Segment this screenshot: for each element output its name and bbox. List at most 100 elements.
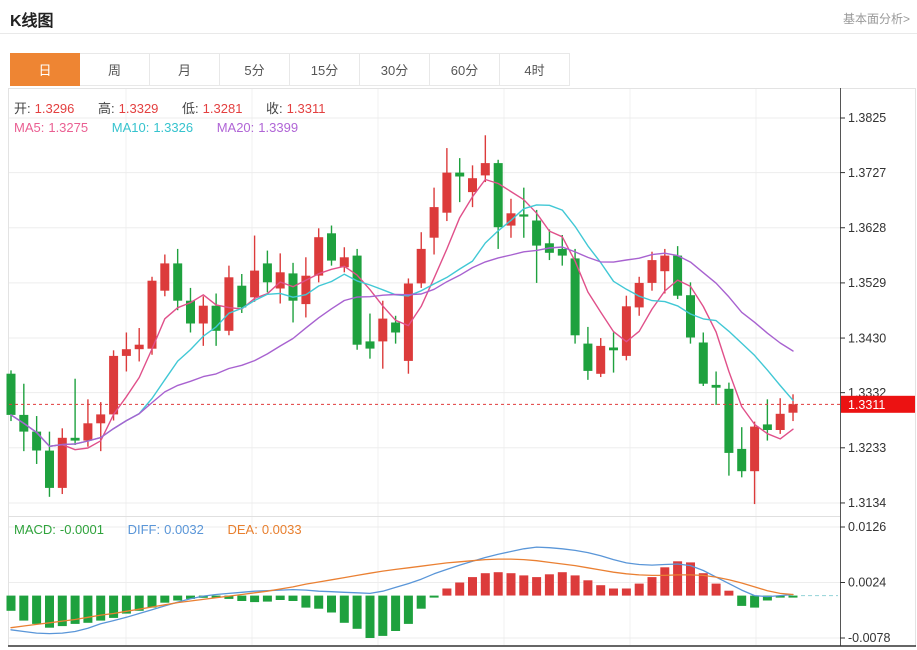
ma-lines	[10, 178, 794, 451]
macd-bar	[519, 575, 529, 596]
candle	[519, 214, 529, 217]
dea-label: DEA:	[227, 522, 258, 537]
candle	[173, 263, 183, 301]
candle	[442, 172, 452, 213]
ma20-label: MA20:	[216, 120, 255, 135]
candle	[480, 163, 490, 176]
low-label: 低:	[182, 101, 199, 116]
dea-value: 0.0033	[261, 522, 302, 537]
chart-frame	[8, 88, 916, 647]
macd-bar	[365, 595, 375, 638]
grid-lines	[9, 89, 840, 645]
axis-tick-label: 1.3628	[848, 221, 886, 235]
macd-bar	[647, 577, 657, 596]
macd-bar	[737, 595, 747, 606]
candle	[750, 426, 760, 472]
macd-bar	[775, 595, 785, 598]
candle	[45, 450, 54, 488]
close-value: 1.3311	[286, 101, 326, 116]
candle	[160, 263, 170, 291]
macd-bar	[275, 595, 285, 600]
macd-bar	[570, 575, 580, 596]
macd-bar	[480, 573, 490, 596]
macd-bar	[762, 595, 772, 601]
macd-bar	[660, 567, 670, 596]
macd-bar	[83, 595, 93, 623]
candle	[416, 248, 426, 284]
tab-4时[interactable]: 4时	[500, 53, 570, 86]
macd-bar	[339, 595, 349, 623]
macd-bar	[596, 585, 606, 596]
candle	[647, 260, 657, 283]
dea-line	[10, 558, 794, 629]
axis-tick-label: -0.0078	[848, 631, 890, 645]
candle	[314, 237, 324, 276]
candle	[775, 413, 785, 430]
macd-bar	[544, 574, 554, 596]
tab-30分[interactable]: 30分	[360, 53, 430, 86]
macd-bar	[686, 562, 695, 596]
candle	[70, 437, 80, 441]
page-title: K线图	[10, 13, 54, 30]
macd-bar	[237, 595, 247, 601]
candle	[134, 344, 144, 350]
candle	[583, 343, 593, 371]
ma20-line	[10, 246, 794, 447]
candle	[224, 277, 234, 331]
macd-bar	[57, 595, 67, 627]
diff-line	[10, 546, 794, 635]
high-value: 1.3329	[118, 101, 159, 116]
ma-legend: MA5: 1.3275 MA10: 1.3326 MA20: 1.3399	[14, 120, 302, 135]
axis-tick-label: 1.3430	[848, 331, 886, 345]
candle	[634, 282, 644, 308]
macd-histogram	[6, 561, 798, 638]
macd-bar	[724, 590, 734, 596]
macd-bar	[301, 595, 311, 608]
candle	[788, 404, 798, 413]
candle	[660, 255, 670, 272]
fundamental-analysis-link[interactable]: 基本面分析>	[842, 12, 910, 26]
macd-bar	[493, 572, 503, 596]
ma5-value: 1.3275	[48, 120, 89, 135]
candle	[352, 255, 362, 345]
axis-tick-label: 1.3529	[848, 276, 886, 290]
macd-bar	[147, 595, 157, 608]
candle	[711, 384, 721, 388]
tab-日[interactable]: 日	[10, 53, 80, 86]
tab-60分[interactable]: 60分	[430, 53, 500, 86]
last-price-value: 1.3311	[848, 398, 885, 412]
tab-15分[interactable]: 15分	[290, 53, 360, 86]
macd-bar	[506, 573, 516, 596]
candle	[109, 355, 119, 415]
macd-bar	[19, 595, 29, 621]
open-label: 开:	[14, 101, 31, 116]
macd-lines	[10, 546, 838, 635]
macd-axis: 0.0126 0.0024 -0.0078	[840, 520, 890, 645]
candle	[455, 172, 465, 177]
candle	[186, 300, 195, 324]
macd-bar	[262, 595, 272, 602]
price-axis: 1.38251.37271.36281.35291.34301.33321.32…	[840, 111, 886, 510]
macd-bar	[109, 595, 119, 618]
tab-月[interactable]: 月	[150, 53, 220, 86]
macd-bar	[211, 595, 221, 598]
last-price-tag: 1.3311	[841, 395, 915, 413]
macd-bar	[327, 595, 336, 613]
candle	[83, 423, 93, 441]
tab-5分[interactable]: 5分	[220, 53, 290, 86]
ma10-label: MA10:	[111, 120, 150, 135]
tab-周[interactable]: 周	[80, 53, 150, 86]
macd-bar	[121, 595, 131, 614]
candle	[698, 342, 708, 384]
candle	[609, 347, 618, 351]
interval-tabs: 日周月 5分 15分 30分 60分 4时	[10, 53, 570, 86]
ma5-line	[10, 178, 794, 451]
open-value: 1.3296	[34, 101, 75, 116]
macd-bar	[6, 595, 16, 611]
macd-bar	[134, 595, 144, 611]
candle	[6, 373, 16, 415]
macd-bar	[224, 595, 234, 599]
macd-bar	[186, 595, 195, 599]
axis-tick-label: 1.3134	[848, 496, 886, 510]
